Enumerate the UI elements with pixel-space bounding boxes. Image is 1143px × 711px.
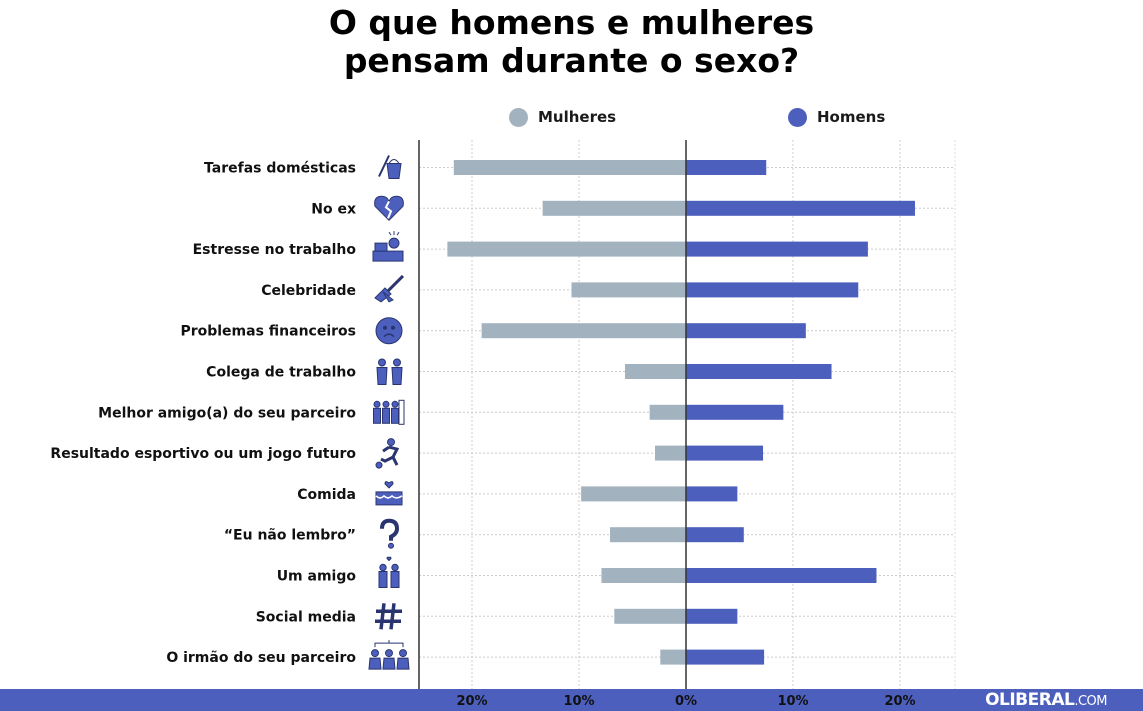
category-label: Um amigo: [277, 569, 357, 585]
cake-icon: [375, 481, 403, 506]
x-tick-label: 20%: [456, 694, 487, 709]
category-label: Resultado esportivo ou um jogo futuro: [50, 446, 356, 462]
legend-label-mulheres: Mulheres: [538, 108, 617, 126]
x-tick-label: 20%: [884, 694, 915, 709]
bar-mulheres: [625, 364, 686, 379]
category-label: Tarefas domésticas: [204, 161, 356, 177]
bar-mulheres: [610, 527, 686, 543]
mop-bucket-icon: [378, 155, 402, 179]
x-tick-label: 10%: [563, 694, 594, 709]
bar-mulheres: [601, 568, 686, 583]
soccer-player-icon: [375, 438, 400, 469]
bar-mulheres: [654, 445, 686, 461]
category-label: “Eu não lembro”: [224, 528, 356, 544]
bar-mulheres: [447, 241, 686, 257]
broken-heart-icon: [374, 195, 404, 222]
bar-mulheres: [614, 608, 686, 624]
bar-homens: [686, 282, 859, 298]
category-label: Comida: [297, 487, 356, 503]
x-tick-label: 10%: [777, 694, 808, 709]
bar-homens: [686, 364, 832, 379]
bar-homens: [686, 445, 764, 461]
office-stress-icon: [372, 231, 404, 262]
brand-name: OLIBERAL: [985, 690, 1075, 710]
legend-swatch-mulheres: [509, 107, 528, 127]
bottom-brand-bar: OLIBERAL.COM: [0, 689, 1143, 711]
bar-homens: [686, 323, 806, 339]
x-tick-label: 0%: [675, 694, 697, 709]
chart-title-line-2: pensam durante o sexo?: [343, 41, 800, 80]
bar-homens: [686, 568, 877, 583]
bar-mulheres: [481, 323, 686, 339]
bar-mulheres: [542, 200, 686, 216]
legend-label-homens: Homens: [817, 108, 886, 126]
legend-swatch-homens: [788, 107, 807, 127]
siblings-icon: [368, 640, 410, 670]
legend-item-mulheres: Mulheres: [509, 106, 616, 128]
bar-homens: [686, 241, 868, 257]
bar-mulheres: [453, 160, 686, 175]
bar-mulheres: [649, 404, 686, 420]
question-mark-icon: [380, 518, 400, 549]
bar-homens: [686, 527, 744, 543]
bar-homens: [686, 608, 738, 624]
category-label: Estresse no trabalho: [193, 242, 357, 258]
bar-homens: [686, 404, 784, 420]
coworkers-icon: [376, 358, 403, 385]
brand-suffix: .COM: [1074, 694, 1107, 709]
bar-mulheres: [581, 486, 686, 502]
two-friends-icon: [378, 556, 400, 588]
sad-face-icon: [375, 317, 403, 345]
friends-icon: [373, 399, 405, 425]
category-label: Social media: [256, 609, 356, 625]
category-label: Melhor amigo(a) do seu parceiro: [98, 405, 356, 421]
bar-homens: [686, 200, 915, 216]
bar-mulheres: [660, 649, 686, 665]
guitar-icon: [374, 274, 405, 303]
category-label: No ex: [311, 201, 356, 217]
bar-homens: [686, 649, 765, 665]
legend-item-homens: Homens: [788, 106, 885, 128]
category-label: Colega de trabalho: [206, 365, 356, 381]
category-label: O irmão do seu parceiro: [166, 650, 356, 666]
hashtag-icon: [375, 603, 402, 630]
category-label: Celebridade: [261, 283, 356, 299]
bar-mulheres: [571, 282, 686, 298]
brand-logo: OLIBERAL.COM: [985, 690, 1107, 710]
bar-homens: [686, 486, 738, 502]
category-label: Problemas financeiros: [180, 324, 356, 340]
bar-homens: [686, 160, 767, 175]
chart-title-line-1: O que homens e mulheres: [328, 3, 815, 42]
chart-title: O que homens e mulheres pensam durante o…: [0, 4, 1143, 80]
